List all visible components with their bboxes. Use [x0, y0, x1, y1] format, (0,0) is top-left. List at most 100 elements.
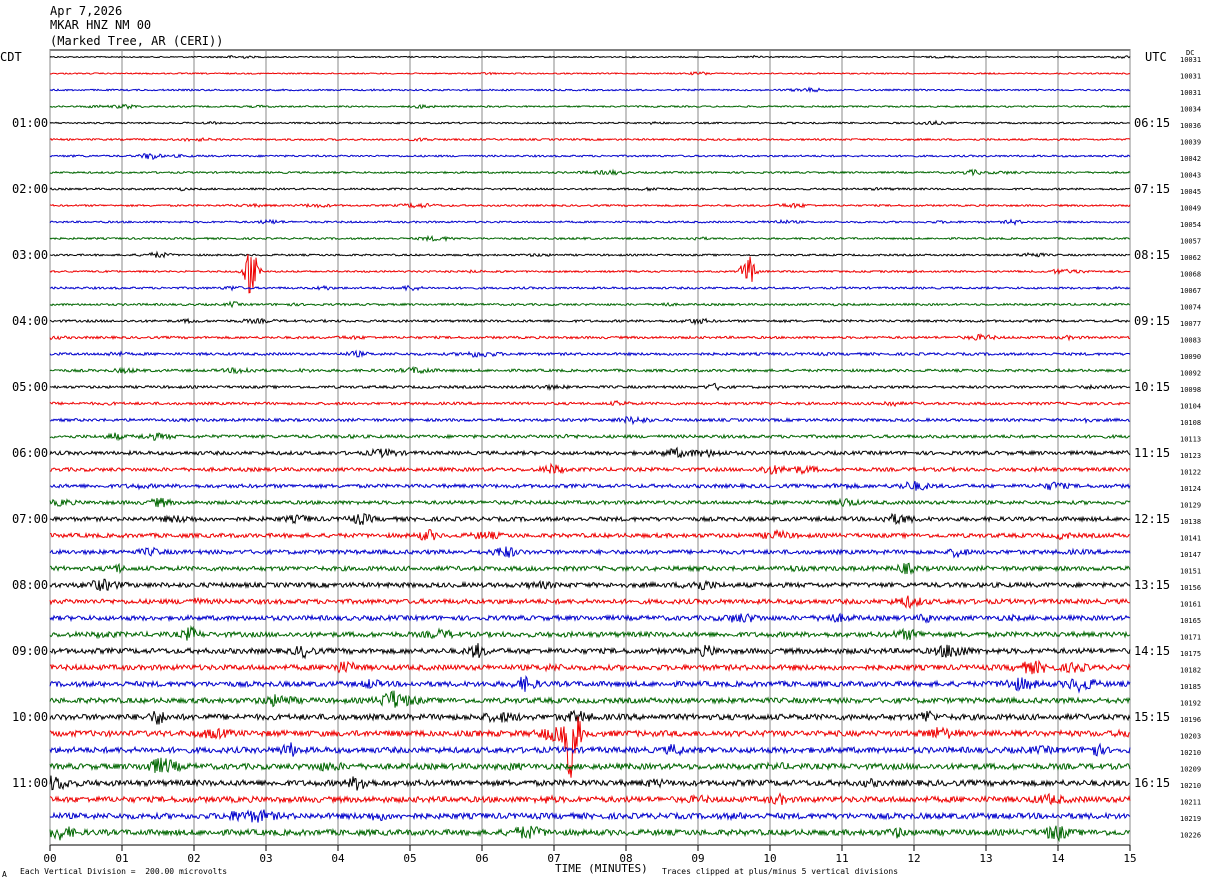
left-hour-label: 11:00 [12, 776, 48, 790]
left-hour-label: 04:00 [12, 314, 48, 328]
trace-row [49, 659, 1131, 675]
dc-offset-label: 10124 [1180, 485, 1201, 493]
dc-offset-label: 10138 [1180, 518, 1201, 526]
x-tick-label: 06 [475, 852, 488, 865]
trace-row [49, 595, 1130, 610]
x-tick-label: 09 [691, 852, 704, 865]
trace-row [49, 399, 1131, 408]
dc-offset-label: 10090 [1180, 353, 1201, 361]
right-hour-label: 11:15 [1134, 446, 1170, 460]
trace-row [49, 168, 1131, 177]
right-hour-label: 14:15 [1134, 644, 1170, 658]
trace-row [49, 462, 1131, 476]
left-hour-label: 10:00 [12, 710, 48, 724]
dc-offset-label: 10210 [1180, 749, 1201, 757]
dc-offset-label: 10083 [1180, 337, 1201, 345]
trace-row [49, 512, 1131, 526]
dc-offset-label: 10185 [1180, 683, 1201, 691]
left-hour-label: 06:00 [12, 446, 48, 460]
left-hour-label: 08:00 [12, 578, 48, 592]
dc-offset-label: 10165 [1180, 617, 1201, 625]
trace-row [49, 497, 1131, 508]
right-hour-label: 16:15 [1134, 776, 1170, 790]
dc-offset-label: 10057 [1180, 238, 1201, 246]
right-hour-label: 13:15 [1134, 578, 1170, 592]
dc-offset-label: 10077 [1180, 320, 1201, 328]
right-hour-label: 06:15 [1134, 116, 1170, 130]
trace-row [49, 792, 1131, 806]
dc-offset-label: 10210 [1180, 782, 1201, 790]
dc-offset-label: 10171 [1180, 634, 1201, 642]
plot-frame [49, 49, 1131, 846]
dc-offset-label: 10098 [1180, 386, 1201, 394]
trace-row [49, 432, 1131, 442]
right-hour-label: 15:15 [1134, 710, 1170, 724]
dc-offset-label: 10074 [1180, 304, 1201, 312]
trace-row [49, 415, 1131, 426]
dc-column-label: DC [1186, 49, 1195, 57]
trace-row [49, 365, 1131, 375]
x-tick-label: 15 [1123, 852, 1136, 865]
trace-row [49, 300, 1131, 309]
scale-note: Each Vertical Division = 200.00 microvol… [20, 867, 228, 876]
trace-row [49, 382, 1131, 392]
right-timezone-label: UTC [1145, 50, 1167, 64]
dc-offset-label: 10031 [1180, 56, 1201, 64]
trace-row [49, 86, 1131, 94]
dc-offset-label: 10108 [1180, 419, 1201, 427]
trace-row [49, 690, 1131, 708]
dc-offset-label: 10151 [1180, 568, 1201, 576]
dc-offset-label: 10182 [1180, 667, 1201, 675]
trace-row [49, 446, 1131, 459]
dc-offset-label: 10049 [1180, 205, 1201, 213]
trace-row [49, 234, 1130, 243]
dc-offset-label: 10211 [1180, 799, 1201, 807]
clip-note: Traces clipped at plus/minus 5 vertical … [662, 867, 899, 876]
trace-row [49, 674, 1131, 694]
trace-row [49, 103, 1131, 110]
dc-offset-label: 10054 [1180, 221, 1201, 229]
dc-offset-label: 10122 [1180, 469, 1201, 477]
trace-row [49, 775, 1131, 791]
trace-row [49, 709, 1131, 725]
x-tick-label: 13 [979, 852, 992, 865]
x-tick-label: 04 [331, 852, 345, 865]
x-tick-label: 02 [187, 852, 200, 865]
header-location: (Marked Tree, AR (CERI)) [50, 34, 224, 48]
left-hour-label: 09:00 [12, 644, 48, 658]
x-tick-label: 10 [763, 852, 776, 865]
x-tick-label: 01 [115, 852, 128, 865]
dc-offset-label: 10192 [1180, 700, 1201, 708]
trace-row [49, 742, 1131, 757]
x-tick-label: 12 [907, 852, 920, 865]
trace-row [49, 254, 1131, 294]
right-hour-label: 08:15 [1134, 248, 1170, 262]
left-timezone-label: CDT [0, 50, 22, 64]
x-tick-label: 03 [259, 852, 272, 865]
trace-row [49, 528, 1131, 541]
dc-offset-label: 10043 [1180, 172, 1201, 180]
right-hour-label: 07:15 [1134, 182, 1170, 196]
trace-row [49, 562, 1131, 576]
trace-row [49, 119, 1131, 126]
dc-offset-label: 10141 [1180, 535, 1201, 543]
trace-row [49, 333, 1130, 342]
dc-offset-label: 10113 [1180, 436, 1201, 444]
left-hour-label: 02:00 [12, 182, 48, 196]
trace-row [49, 481, 1131, 491]
trace-row [49, 578, 1131, 592]
dc-offset-label: 10034 [1180, 106, 1201, 114]
trace-row [49, 54, 1131, 59]
dc-offset-label: 10147 [1180, 551, 1201, 559]
trace-row [49, 757, 1131, 773]
left-hour-label: 01:00 [12, 116, 48, 130]
right-hour-label: 12:15 [1134, 512, 1170, 526]
dc-offset-label: 10196 [1180, 716, 1201, 724]
x-tick-label: 08 [619, 852, 632, 865]
dc-offset-label: 10068 [1180, 271, 1201, 279]
dc-offset-label: 10031 [1180, 89, 1201, 97]
left-hour-label: 03:00 [12, 248, 48, 262]
dc-offset-label: 10067 [1180, 287, 1201, 295]
header-station: MKAR HNZ NM 00 [50, 18, 152, 32]
